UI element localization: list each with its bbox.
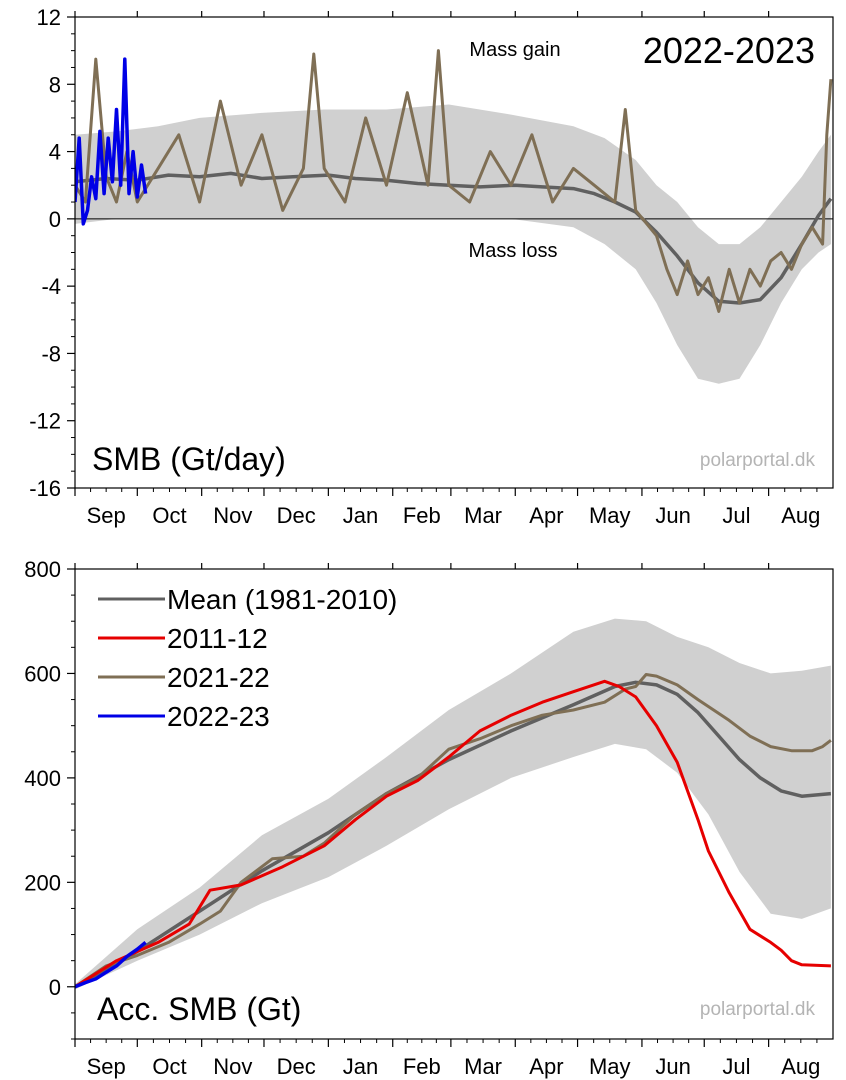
x-tick-label: Feb — [403, 1054, 441, 1079]
y-tick-label: 12 — [37, 5, 61, 30]
y-tick-label: -16 — [29, 476, 61, 501]
y-tick-label: 0 — [49, 207, 61, 232]
x-tick-label: Mar — [464, 503, 502, 528]
x-tick-label: Nov — [213, 1054, 252, 1079]
season-2021-22-line — [75, 673, 832, 989]
y-tick-label: 200 — [24, 870, 61, 895]
x-tick-label: Nov — [213, 503, 252, 528]
legend-item-mean: Mean (1981-2010) — [98, 584, 397, 615]
y-tick-label: -12 — [29, 409, 61, 434]
legend: Mean (1981-2010) 2011-12 2021-22 2022-23 — [98, 584, 397, 732]
x-tick-label: Jan — [343, 503, 378, 528]
mass-loss-annotation: Mass loss — [469, 240, 558, 262]
x-tick-label: Apr — [529, 1054, 563, 1079]
x-tick-label: Oct — [152, 1054, 186, 1079]
mean-line — [75, 171, 833, 305]
panel-label: Acc. SMB (Gt) — [97, 991, 301, 1027]
season-label: 2022-2023 — [643, 30, 815, 71]
x-axis: Sep Oct Nov Dec Jan Feb Mar Apr May Jun Jul Aug — [74, 11, 820, 528]
y-tick-label: 0 — [49, 975, 61, 1000]
x-tick-label: Mar — [464, 1054, 502, 1079]
x-tick-label: Jul — [722, 503, 750, 528]
daily-smb-panel: -16 -12 -8 -4 0 4 8 12 Sep Oct Nov Dec Jan Feb Mar Apr… — [29, 5, 834, 528]
x-tick-label: Aug — [781, 503, 820, 528]
legend-label-2022-23: 2022-23 — [167, 701, 270, 732]
legend-item-2022-23: 2022-23 — [98, 701, 270, 732]
watermark: polarportal.dk — [700, 450, 816, 471]
season-2022-23-line — [75, 941, 147, 989]
legend-item-2011-12: 2011-12 — [98, 623, 268, 654]
mass-gain-annotation: Mass gain — [469, 39, 560, 61]
y-tick-label: 4 — [49, 140, 61, 165]
variability-band — [75, 618, 831, 990]
watermark: polarportal.dk — [700, 999, 816, 1020]
y-axis: 0 200 400 600 800 — [24, 557, 75, 1040]
x-tick-label: Dec — [277, 1054, 316, 1079]
y-axis: -16 -12 -8 -4 0 4 8 12 — [29, 5, 75, 501]
x-tick-label: Sep — [87, 1054, 126, 1079]
x-tick-label: Jun — [655, 1054, 690, 1079]
x-tick-label: Aug — [781, 1054, 820, 1079]
x-tick-label: Dec — [277, 503, 316, 528]
y-tick-label: 600 — [24, 661, 61, 686]
x-tick-label: Jan — [343, 1054, 378, 1079]
season-2021-22-line — [75, 49, 833, 313]
y-tick-label: 400 — [24, 766, 61, 791]
x-axis: Sep Oct Nov Dec Jan Feb Mar Apr May Jun Jul Aug — [74, 563, 820, 1079]
legend-item-2021-22: 2021-22 — [98, 662, 270, 693]
legend-label-2021-22: 2021-22 — [167, 662, 270, 693]
legend-label-mean: Mean (1981-2010) — [167, 584, 397, 615]
x-tick-label: Jul — [722, 1054, 750, 1079]
x-tick-label: Feb — [403, 503, 441, 528]
legend-label-2011-12: 2011-12 — [167, 623, 268, 654]
y-tick-label: -4 — [41, 274, 61, 299]
x-tick-label: Jun — [655, 503, 690, 528]
accumulated-smb-panel: 0 200 400 600 800 Sep Oct Nov Dec Jan Feb Mar Apr Ma… — [24, 557, 834, 1079]
mean-line — [75, 680, 832, 989]
x-tick-label: Apr — [529, 503, 563, 528]
x-tick-label: Oct — [152, 503, 186, 528]
variability-band — [75, 104, 831, 384]
season-2022-23-line — [75, 57, 148, 226]
y-tick-label: 800 — [24, 557, 61, 582]
y-tick-label: 8 — [49, 72, 61, 97]
season-2011-12-line — [75, 679, 831, 989]
panel-label: SMB (Gt/day) — [92, 441, 286, 477]
x-tick-label: May — [589, 1054, 631, 1079]
x-tick-label: Sep — [87, 503, 126, 528]
y-tick-label: -8 — [41, 341, 61, 366]
x-tick-label: May — [589, 503, 631, 528]
